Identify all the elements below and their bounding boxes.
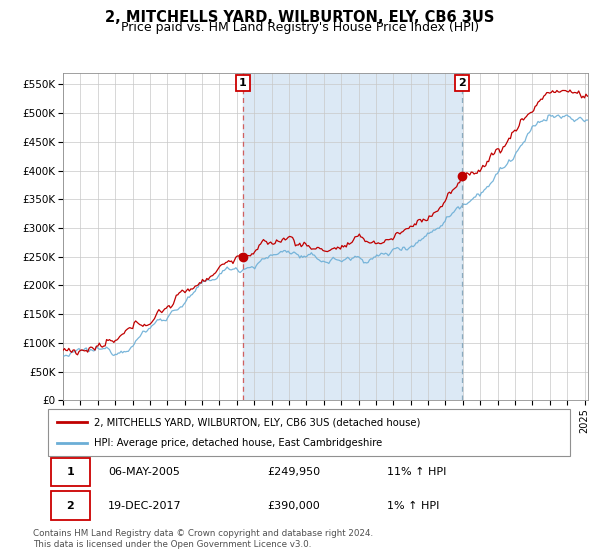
Text: Contains HM Land Registry data © Crown copyright and database right 2024.
This d: Contains HM Land Registry data © Crown c… [33, 529, 373, 549]
Text: Price paid vs. HM Land Registry's House Price Index (HPI): Price paid vs. HM Land Registry's House … [121, 21, 479, 34]
Text: 2: 2 [458, 78, 466, 87]
Text: 2, MITCHELLS YARD, WILBURTON, ELY, CB6 3US: 2, MITCHELLS YARD, WILBURTON, ELY, CB6 3… [106, 10, 494, 25]
Text: 1% ↑ HPI: 1% ↑ HPI [388, 501, 440, 511]
Text: £249,950: £249,950 [267, 467, 320, 477]
Bar [50, 492, 90, 520]
Text: 1: 1 [67, 467, 74, 477]
Bar [50, 458, 90, 486]
Text: 06-MAY-2005: 06-MAY-2005 [108, 467, 180, 477]
Text: £390,000: £390,000 [267, 501, 320, 511]
Text: 19-DEC-2017: 19-DEC-2017 [108, 501, 182, 511]
Text: HPI: Average price, detached house, East Cambridgeshire: HPI: Average price, detached house, East… [94, 438, 382, 448]
Text: 2, MITCHELLS YARD, WILBURTON, ELY, CB6 3US (detached house): 2, MITCHELLS YARD, WILBURTON, ELY, CB6 3… [94, 417, 421, 427]
Text: 1: 1 [239, 78, 247, 87]
Text: 11% ↑ HPI: 11% ↑ HPI [388, 467, 446, 477]
Bar [243, 73, 462, 400]
Text: 2: 2 [67, 501, 74, 511]
